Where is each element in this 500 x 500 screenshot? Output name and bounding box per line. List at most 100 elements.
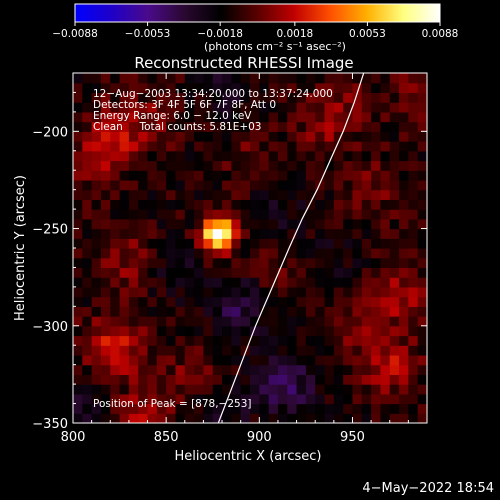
heatmap-cell	[91, 73, 102, 84]
heatmap-cell	[259, 218, 270, 230]
heatmap-cell	[231, 82, 242, 94]
heatmap-cell	[231, 218, 242, 230]
heatmap-cell	[119, 73, 130, 84]
heatmap-cell	[399, 345, 409, 356]
heatmap-cell	[231, 199, 242, 210]
heatmap-image	[73, 73, 427, 423]
heatmap-cell	[138, 354, 149, 366]
heatmap-cell	[156, 121, 167, 132]
colorbar-tick-label: −0.0053	[125, 28, 171, 40]
heatmap-cell	[380, 199, 391, 210]
heatmap-cell	[100, 92, 111, 103]
heatmap-cell	[380, 335, 391, 346]
heatmap-cell	[156, 170, 167, 181]
heatmap-cell	[380, 73, 391, 84]
heatmap-cell	[110, 277, 121, 288]
heatmap-cell	[315, 335, 326, 346]
heatmap-cell	[277, 306, 288, 317]
heatmap-cell	[212, 286, 223, 298]
heatmap-cell	[100, 354, 111, 366]
heatmap-cell	[100, 393, 111, 405]
heatmap-cell	[324, 413, 335, 423]
heatmap-cell	[138, 257, 149, 269]
heatmap-cell	[184, 267, 195, 278]
heatmap-cell	[194, 218, 205, 230]
heatmap-cell	[268, 218, 279, 230]
heatmap-cell	[250, 286, 260, 298]
heatmap-cell	[175, 82, 186, 94]
heatmap-cell	[203, 277, 214, 288]
heatmap-cell	[231, 209, 242, 220]
heatmap-cell	[324, 238, 335, 249]
heatmap-cell	[380, 131, 391, 142]
heatmap-cell	[222, 150, 232, 162]
heatmap-cell	[184, 286, 195, 298]
heatmap-cell	[184, 364, 195, 375]
heatmap-cell	[147, 238, 158, 249]
heatmap-cell	[343, 238, 354, 249]
heatmap-cell	[333, 257, 344, 269]
heatmap-cell	[417, 257, 427, 269]
heatmap-cell	[138, 102, 149, 113]
heatmap-cell	[277, 111, 288, 123]
heatmap-cell	[268, 228, 279, 239]
heatmap-cell	[91, 170, 102, 181]
heatmap-cell	[250, 306, 260, 317]
heatmap-cell	[287, 102, 298, 113]
heatmap-cell	[147, 82, 158, 94]
heatmap-cell	[399, 228, 409, 239]
heatmap-cell	[250, 354, 260, 366]
heatmap-cell	[268, 413, 279, 423]
heatmap-cell	[231, 316, 242, 327]
heatmap-cell	[184, 403, 195, 414]
heatmap-cell	[361, 111, 372, 123]
heatmap-cell	[222, 384, 232, 395]
heatmap-cell	[119, 209, 130, 220]
heatmap-cell	[389, 92, 400, 103]
heatmap-cell	[287, 413, 298, 423]
heatmap-cell	[380, 141, 391, 152]
heatmap-cell	[128, 345, 139, 356]
heatmap-cell	[324, 277, 335, 288]
heatmap-cell	[343, 335, 354, 346]
colorbar-tick-label: 0.0018	[276, 28, 313, 40]
heatmap-cell	[408, 267, 419, 278]
heatmap-cell	[417, 150, 427, 162]
heatmap-cell	[240, 131, 251, 142]
heatmap-cell	[73, 354, 83, 366]
heatmap-cell	[82, 160, 93, 171]
heatmap-cell	[194, 277, 205, 288]
heatmap-cell	[147, 354, 158, 366]
heatmap-cell	[296, 345, 307, 356]
heatmap-cell	[91, 131, 102, 142]
heatmap-cell	[166, 316, 177, 327]
heatmap-cell	[203, 325, 214, 337]
heatmap-cell	[100, 218, 111, 230]
heatmap-cell	[203, 316, 214, 327]
heatmap-cell	[166, 92, 177, 103]
heatmap-cell	[156, 325, 167, 337]
heatmap-cell	[371, 209, 382, 220]
heatmap-cell	[315, 228, 326, 239]
heatmap-cell	[231, 374, 242, 385]
heatmap-cell	[259, 228, 270, 239]
heatmap-cell	[184, 170, 195, 181]
heatmap-cell	[203, 160, 214, 171]
heatmap-cell	[408, 170, 419, 181]
heatmap-cell	[343, 121, 354, 132]
heatmap-cell	[268, 306, 279, 317]
heatmap-cell	[166, 277, 177, 288]
heatmap-cell	[91, 228, 102, 239]
heatmap-cell	[343, 277, 354, 288]
heatmap-cell	[277, 228, 288, 239]
heatmap-cell	[408, 209, 419, 220]
heatmap-cell	[231, 413, 242, 423]
heatmap-cell	[361, 403, 372, 414]
heatmap-cell	[380, 403, 391, 414]
heatmap-cell	[268, 364, 279, 375]
heatmap-cell	[361, 296, 372, 307]
heatmap-cell	[147, 413, 158, 423]
heatmap-cell	[138, 345, 149, 356]
heatmap-cell	[82, 393, 93, 405]
heatmap-cell	[305, 316, 316, 327]
